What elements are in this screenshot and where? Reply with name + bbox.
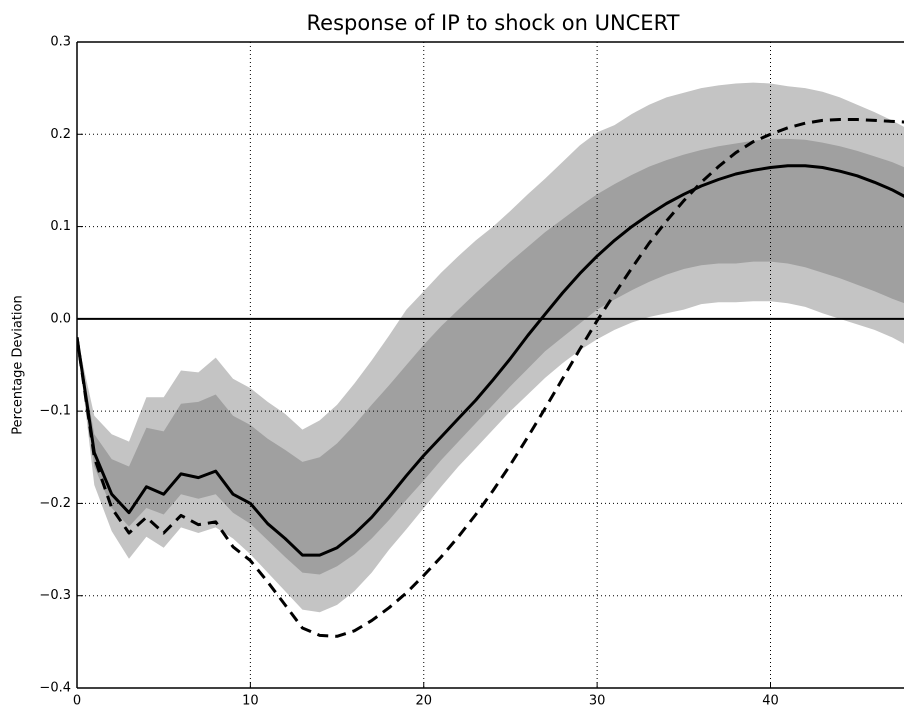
line-series xyxy=(77,118,904,638)
y-tick-label: −0.3 xyxy=(39,588,71,603)
x-tick-label: 20 xyxy=(415,694,432,709)
plot-area xyxy=(77,42,904,688)
y-tick-label: −0.2 xyxy=(39,496,71,511)
y-tick-label: −0.1 xyxy=(39,404,71,419)
confidence-band xyxy=(77,138,904,575)
y-tick-label: 0.0 xyxy=(50,311,71,326)
y-tick-label: 0.1 xyxy=(50,219,71,234)
axes: 0 10 20 30 40 −0.4 −0.3 −0.2 −0.1 0.0 0.1 0.2 0.3 xyxy=(39,35,904,709)
line-series xyxy=(77,164,904,557)
x-tick-label: 40 xyxy=(762,694,779,709)
x-tick-label: 0 xyxy=(73,694,81,709)
y-tick-label: 0.3 xyxy=(50,35,71,50)
y-tick-label: 0.2 xyxy=(50,127,71,142)
chart-title: Response of IP to shock on UNCERT xyxy=(307,11,680,35)
x-tick-label: 30 xyxy=(589,694,606,709)
y-axis-label: Percentage Deviation xyxy=(11,295,26,434)
x-tick-label: 10 xyxy=(242,694,259,709)
y-tick-label: −0.4 xyxy=(39,681,71,696)
